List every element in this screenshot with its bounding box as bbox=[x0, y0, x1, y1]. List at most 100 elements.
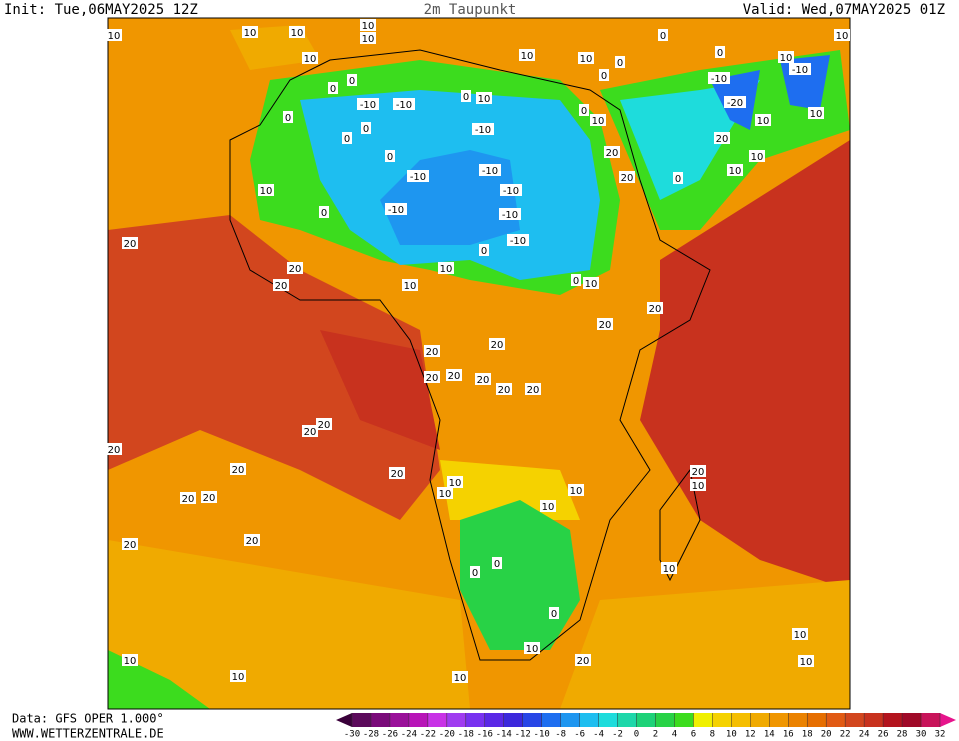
label-box bbox=[615, 56, 625, 68]
colorbar-arrow bbox=[940, 713, 956, 727]
contour-label: 0 bbox=[363, 124, 369, 135]
contour-label: 10 bbox=[454, 673, 467, 684]
contour-label: -10 bbox=[388, 205, 404, 216]
colorbar-label: 16 bbox=[783, 730, 794, 740]
colorbar-label: -4 bbox=[593, 730, 604, 740]
contour-label: 20 bbox=[599, 320, 612, 331]
colorbar-box bbox=[370, 713, 391, 727]
label-box bbox=[519, 49, 535, 61]
website: WWW.WETTERZENTRALE.DE bbox=[12, 727, 164, 741]
contour-label: -10 bbox=[510, 236, 526, 247]
colorbar-label: -28 bbox=[363, 730, 379, 740]
label-box bbox=[568, 484, 584, 496]
label-box bbox=[258, 184, 274, 196]
contour-label: 10 bbox=[663, 564, 676, 575]
label-box bbox=[122, 654, 138, 666]
contour-label: 20 bbox=[527, 385, 540, 396]
contour-label: 0 bbox=[617, 58, 623, 69]
label-box bbox=[424, 371, 440, 383]
label-box bbox=[604, 146, 620, 158]
label-box bbox=[661, 562, 677, 574]
colorbar-label: 14 bbox=[764, 730, 775, 740]
label-box bbox=[180, 492, 196, 504]
contour-label: -10 bbox=[360, 100, 376, 111]
label-box bbox=[438, 262, 454, 274]
contour-label: 20 bbox=[498, 385, 511, 396]
label-box bbox=[479, 164, 501, 176]
label-box bbox=[319, 206, 329, 218]
contour-label: 10 bbox=[692, 481, 705, 492]
colorbar-label: 2 bbox=[653, 730, 658, 740]
label-box bbox=[549, 607, 559, 619]
label-box bbox=[393, 98, 415, 110]
colorbar-box bbox=[693, 713, 713, 727]
contour-label: 10 bbox=[751, 152, 764, 163]
contour-label: -10 bbox=[410, 172, 426, 183]
colorbar-box bbox=[712, 713, 732, 727]
label-box bbox=[647, 302, 663, 314]
contour-label: 20 bbox=[124, 239, 137, 250]
contour-label: 0 bbox=[481, 246, 487, 257]
colorbar-box bbox=[750, 713, 770, 727]
colorbar-label: -6 bbox=[574, 730, 585, 740]
colorbar-arrow bbox=[336, 713, 352, 727]
contour-label: -10 bbox=[502, 210, 518, 221]
colorbar-label: 10 bbox=[726, 730, 737, 740]
colorbar-box bbox=[446, 713, 467, 727]
colorbar-label: -2 bbox=[612, 730, 623, 740]
data-source: Data: GFS OPER 1.000° bbox=[12, 712, 164, 726]
label-box bbox=[690, 465, 706, 477]
label-box bbox=[798, 655, 814, 667]
colorbar-label: 20 bbox=[821, 730, 832, 740]
contour-label: 0 bbox=[330, 84, 336, 95]
contour-label: -10 bbox=[711, 74, 727, 85]
contour-label: 10 bbox=[800, 657, 813, 668]
colorbar-box bbox=[408, 713, 429, 727]
contour-label: 0 bbox=[717, 48, 723, 59]
label-box bbox=[328, 82, 338, 94]
label-box bbox=[715, 46, 725, 58]
colorbar-box bbox=[731, 713, 751, 727]
label-box bbox=[599, 69, 609, 81]
colorbar-box bbox=[352, 713, 372, 727]
contour-label: 10 bbox=[570, 486, 583, 497]
label-box bbox=[360, 32, 376, 44]
colorbar-box bbox=[579, 713, 600, 727]
label-box bbox=[106, 29, 122, 41]
colorbar-box bbox=[560, 713, 581, 727]
contour-label: 0 bbox=[660, 31, 666, 42]
contour-label: 20 bbox=[649, 304, 662, 315]
label-box bbox=[402, 279, 418, 291]
label-box bbox=[475, 373, 491, 385]
label-box bbox=[507, 234, 529, 246]
colorbar-label: 4 bbox=[672, 730, 677, 740]
colorbar-box bbox=[826, 713, 846, 727]
label-box bbox=[492, 557, 502, 569]
colorbar-box bbox=[617, 713, 638, 727]
contour-label: 20 bbox=[203, 493, 216, 504]
colorbar-box bbox=[465, 713, 486, 727]
label-box bbox=[749, 150, 765, 162]
label-box bbox=[357, 98, 379, 110]
contour-label: 10 bbox=[521, 51, 534, 62]
label-box bbox=[658, 29, 668, 41]
colorbar-label: -26 bbox=[382, 730, 398, 740]
label-box bbox=[778, 51, 794, 63]
label-box bbox=[579, 104, 589, 116]
label-box bbox=[525, 383, 541, 395]
colorbar-label: -16 bbox=[477, 730, 493, 740]
colorbar-box bbox=[807, 713, 827, 727]
colorbar-label: 12 bbox=[745, 730, 756, 740]
contour-label: 10 bbox=[449, 478, 462, 489]
label-box bbox=[201, 491, 217, 503]
label-box bbox=[834, 29, 850, 41]
colorbar-box bbox=[541, 713, 562, 727]
contour-label: 10 bbox=[362, 21, 375, 32]
contour-label: 20 bbox=[304, 427, 317, 438]
label-box bbox=[360, 19, 376, 31]
contour-label: 10 bbox=[729, 166, 742, 177]
colorbar-label: 22 bbox=[840, 730, 851, 740]
colorbar-box bbox=[427, 713, 448, 727]
